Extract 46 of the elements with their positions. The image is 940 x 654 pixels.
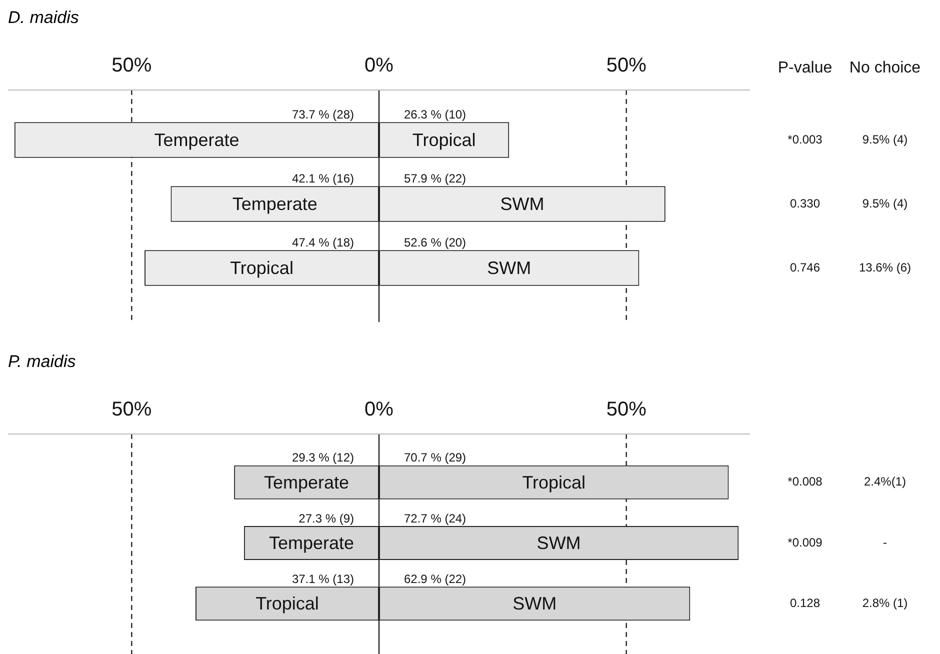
text: 0.330	[790, 196, 820, 210]
data-label: 37.1 % (13)	[292, 572, 354, 586]
text: P-value	[778, 59, 832, 76]
text: Tropical	[230, 258, 294, 278]
text: 2.8% (1)	[862, 596, 908, 610]
data-label: 73.7 % (28)	[292, 107, 354, 122]
data-label: 47.4 % (18)	[292, 235, 354, 250]
text: No choice	[849, 59, 921, 76]
text: SWM	[512, 594, 557, 614]
text: *0.008	[788, 474, 823, 489]
data-label: 57.9 % (22)	[404, 171, 466, 186]
data-label: 70.7 % (29)	[404, 450, 466, 465]
series-label: SWM	[536, 532, 581, 553]
data-label: 29.3 % (12)	[292, 450, 354, 465]
data-label: 72.7 % (24)	[404, 511, 466, 526]
text: Tropical	[256, 594, 319, 614]
text: 9.5% (4)	[862, 132, 908, 146]
x-tick-label: 0%	[364, 398, 394, 421]
data-label: 52.6 % (20)	[404, 235, 466, 250]
x-tick-label: 0%	[364, 54, 394, 77]
chart-title: P. maidis	[7, 351, 77, 372]
x-tick-label: 50%	[112, 54, 152, 77]
data-label: 62.9 % (22)	[404, 572, 466, 586]
text: 9.5% (4)	[862, 196, 908, 210]
series-label: Tropical	[412, 130, 476, 150]
series-label: Temperate	[264, 472, 350, 492]
text: *0.003	[788, 132, 823, 146]
text: 2.4%(1)	[864, 474, 906, 489]
text: SWM	[487, 258, 532, 278]
series-label: Temperate	[232, 194, 318, 214]
text: *0.009	[788, 535, 823, 550]
text: 0.128	[790, 596, 820, 610]
data-label: 27.3 % (9)	[298, 511, 354, 526]
text: 0.746	[790, 260, 820, 274]
series-label: SWM	[500, 194, 544, 214]
x-tick-label: 50%	[606, 398, 647, 421]
data-label: 26.3 % (10)	[404, 107, 466, 122]
x-tick-label: 50%	[112, 398, 152, 421]
text: -	[883, 535, 887, 550]
text: 13.6% (6)	[858, 260, 912, 274]
text: Temperate	[268, 532, 354, 553]
x-tick-label: 50%	[606, 54, 647, 77]
series-label: Tropical	[522, 472, 586, 492]
data-label: 42.1 % (16)	[292, 171, 354, 186]
text: Temperate	[154, 130, 240, 150]
chart-title: D. maidis	[7, 7, 80, 28]
